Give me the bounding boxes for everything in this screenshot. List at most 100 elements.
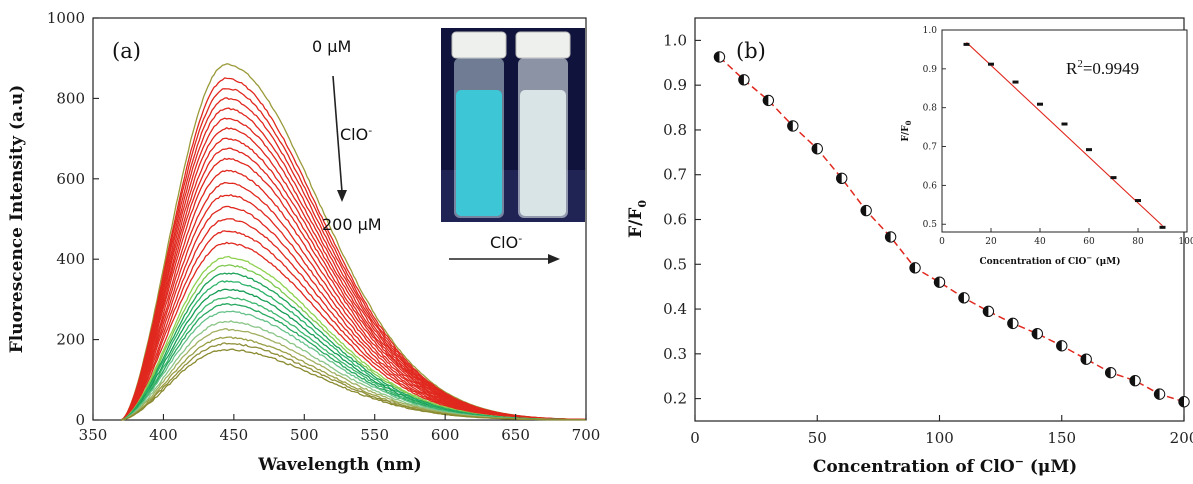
panel-b-x-tick-label: 50	[808, 429, 827, 447]
panel-b-x-axis-title: Concentration of ClO− (μM)	[813, 455, 1077, 477]
panel-b-y-tick-label: 0.3	[663, 345, 687, 363]
panel-a-x-tick-label: 600	[431, 426, 460, 444]
panel-b-data-point	[958, 292, 970, 304]
inset-r-squared-label: R2=0.9949	[1066, 58, 1139, 78]
panel-b-data-point	[1007, 317, 1019, 330]
photo-arrow-head-icon	[548, 254, 560, 264]
inset-data-point	[1135, 199, 1141, 203]
spectrum-curve	[120, 241, 586, 421]
inset-linear-fit-chart: 0 20 40 60 80 100 0.5 0.6 0.7 0.8 0.9 1.0 R2=0.994…	[901, 26, 1193, 267]
panel-a-x-tick-label: 400	[149, 426, 178, 444]
left-vial-solution-cyan	[456, 90, 502, 216]
panel-b-data-point	[1056, 340, 1068, 352]
inset-y-tick-label: 0.6	[923, 181, 938, 191]
inset-x-axis-title: Concentration of ClO− (μM)	[980, 253, 1121, 267]
panel-a-x-tick-label: 700	[572, 426, 601, 444]
panel-b-x-tick-label: 200	[1170, 429, 1193, 447]
panel-b-data-point	[787, 120, 799, 132]
panel-a-x-tick-label: 550	[360, 426, 389, 444]
panel-b-data-point	[1104, 366, 1117, 379]
panel-a-x-tick-label: 650	[501, 426, 530, 444]
panel-a-spectra-curves	[120, 63, 587, 421]
panel-b-data-point	[1178, 396, 1190, 408]
panel-b-y-tick-label: 0.4	[663, 300, 687, 318]
panel-b-data-point	[738, 74, 750, 86]
inset-y-tick-label: 1.0	[923, 26, 938, 36]
panel-b-label: (b)	[736, 39, 766, 63]
panel-b-data-points	[713, 51, 1190, 408]
panel-a-y-tick-label: 1000	[47, 9, 85, 27]
panel-b-data-point	[811, 143, 823, 155]
inset-data-point	[1110, 176, 1117, 180]
inset-x-tick-label: 80	[1132, 237, 1144, 247]
analyte-label: ClO-	[340, 124, 372, 144]
panel-a-y-ticks: 0 200 400 600 800 1000	[47, 9, 99, 429]
panel-b-y-ticks: 0.2 0.3 0.4 0.5 0.6 0.7 0.8 0.9 1.0	[663, 31, 701, 408]
panel-a-x-axis-title: Wavelength (nm)	[257, 455, 421, 475]
panel-a-y-tick-label: 600	[56, 170, 85, 188]
inset-data-point	[1086, 148, 1092, 152]
inset-x-ticks: 0 20 40 60 80 100	[939, 228, 1193, 247]
panel-b-data-point	[762, 94, 775, 107]
inset-background	[942, 30, 1187, 232]
panel-b-data-point	[1129, 375, 1141, 387]
inset-x-tick-label: 20	[985, 237, 997, 247]
inset-data-point	[1159, 225, 1166, 229]
panel-b-data-point	[909, 262, 921, 274]
panel-b-y-tick-label: 0.5	[663, 255, 687, 273]
panel-b-y-axis-title: F/F0	[626, 200, 649, 238]
right-vial-cap	[515, 31, 571, 59]
panel-b-trend-line	[718, 56, 1185, 403]
inset-data-point	[1012, 80, 1019, 84]
panel-a-y-tick-label: 0	[75, 411, 85, 429]
panel-b-x-tick-label: 100	[925, 429, 954, 447]
panel-b-data-point	[1080, 353, 1092, 365]
inset-y-tick-label: 0.8	[923, 104, 938, 114]
inset-x-tick-label: 60	[1083, 237, 1095, 247]
panel-b-data-point	[884, 231, 897, 243]
panel-b-y-tick-label: 1.0	[663, 31, 687, 49]
right-vial-solution-clear	[520, 90, 566, 216]
inset-y-tick-label: 0.9	[923, 65, 938, 75]
panel-a-x-tick-label: 450	[220, 426, 249, 444]
left-vial-cap	[451, 31, 507, 59]
vial-photo	[441, 28, 585, 222]
panel-b-data-point	[860, 204, 872, 217]
panel-b-data-point	[713, 51, 726, 63]
inset-plot-frame	[941, 29, 1188, 233]
panel-a-x-tick-label: 500	[290, 426, 319, 444]
panel-b-data-point	[982, 305, 995, 317]
panel-a-x-ticks: 350 400 450 500 550 600 650 700	[79, 414, 601, 444]
inset-y-ticks: 0.5 0.6 0.7 0.8 0.9 1.0	[923, 26, 946, 230]
inset-data-points	[963, 42, 1166, 229]
end-concentration-label: 200 μM	[322, 215, 382, 234]
panel-a-y-axis-title: Fluorescence Intensity (a.u)	[7, 85, 27, 354]
start-concentration-label: 0 μM	[312, 37, 351, 56]
panel-a-x-tick-label: 350	[79, 426, 108, 444]
panel-a-plot-frame	[92, 17, 587, 421]
inset-x-tick-label: 0	[939, 237, 945, 247]
inset-data-point	[1061, 122, 1068, 126]
panel-b-y-tick-label: 0.7	[663, 166, 687, 184]
panel-a-y-tick-label: 400	[56, 250, 85, 268]
panel-b-x-ticks: 0 50 100 150 200	[690, 415, 1193, 447]
inset-x-tick-label: 40	[1034, 237, 1046, 247]
inset-fit-line	[966, 42, 1163, 227]
panel-b-y-tick-label: 0.6	[663, 211, 687, 229]
spectrum-curve	[121, 296, 586, 421]
spectrum-curve	[121, 272, 586, 421]
inset-data-point	[1037, 102, 1043, 106]
inset-data-point	[988, 62, 994, 66]
photo-arrow-label: ClO-	[490, 232, 522, 252]
concentration-arrow-line	[332, 75, 343, 193]
spectrum-curve	[121, 348, 586, 421]
inset-y-tick-label: 0.7	[923, 143, 938, 153]
panel-a-y-tick-label: 800	[56, 89, 85, 107]
panel-b-y-tick-label: 0.9	[663, 76, 687, 94]
panel-b-x-tick-label: 150	[1047, 429, 1076, 447]
inset-y-tick-label: 0.5	[923, 220, 938, 230]
panel-a-y-tick-label: 200	[56, 331, 85, 349]
inset-x-tick-label: 100	[1178, 237, 1193, 247]
panel-b-y-tick-label: 0.8	[663, 121, 687, 139]
